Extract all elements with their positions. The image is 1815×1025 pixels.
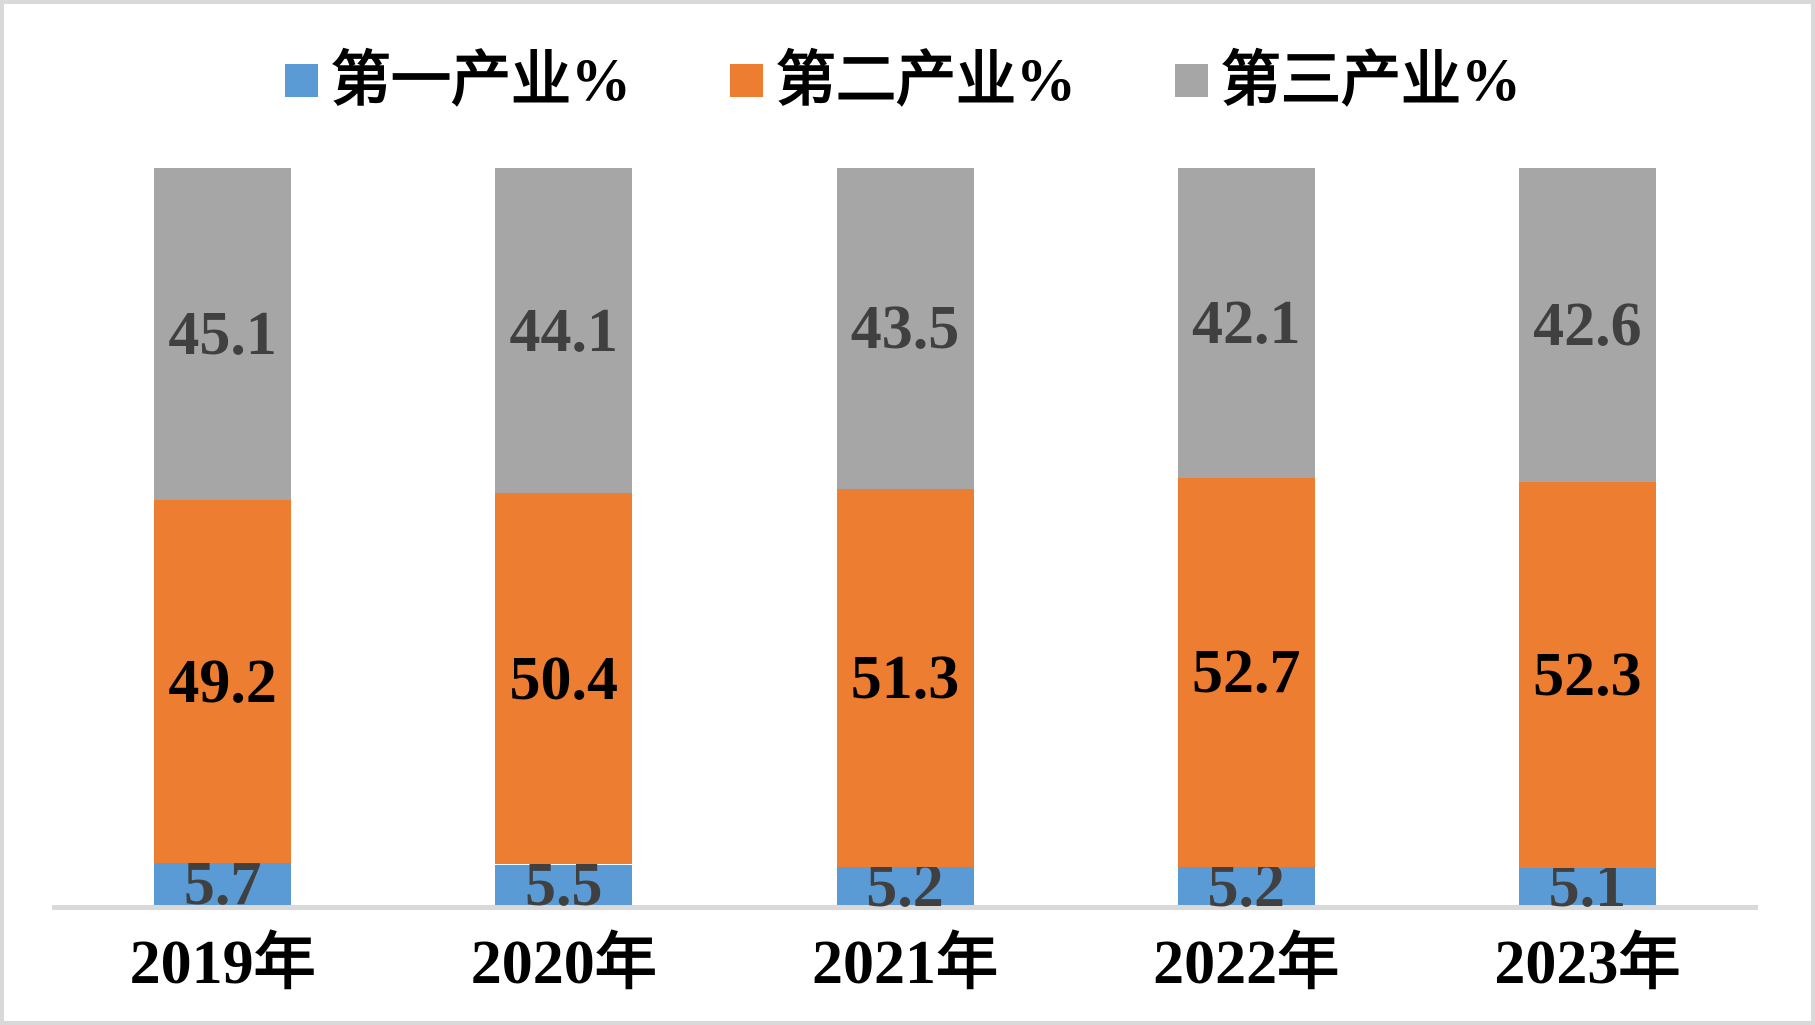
bar-value-label: 44.1 <box>509 296 619 365</box>
bar-segment: 5.2 <box>1177 855 1315 917</box>
legend-swatch-icon <box>730 63 763 97</box>
bar-value-label: 49.2 <box>168 647 277 716</box>
bar-value-label: 42.1 <box>1191 289 1301 358</box>
bar-value-label: 42.6 <box>1533 291 1642 359</box>
x-axis-label: 2020年 <box>470 929 657 997</box>
bar-segment: 43.5 <box>836 168 974 489</box>
bar-segment: 49.2 <box>154 500 292 863</box>
bar-segment: 52.3 <box>1518 482 1656 868</box>
bar-segment: 5.7 <box>154 853 292 915</box>
legend-item: 第一产业% <box>285 40 631 120</box>
bar-value-label: 51.3 <box>850 643 960 712</box>
legend-item: 第三产业% <box>1175 40 1521 120</box>
bar-segment: 50.4 <box>495 493 633 865</box>
legend-swatch-icon <box>1175 63 1208 97</box>
bar-value-label: 45.1 <box>168 300 277 369</box>
bar-segment: 44.1 <box>495 168 633 493</box>
bar-segment: 45.1 <box>154 168 292 501</box>
bar-segment: 5.2 <box>836 855 974 917</box>
x-axis-label: 2021年 <box>811 929 998 997</box>
legend-label: 第三产业% <box>1221 47 1521 113</box>
bar-value-label: 52.3 <box>1533 640 1642 709</box>
legend-swatch-icon <box>285 63 318 97</box>
bar-value-label: 5.7 <box>183 850 262 918</box>
legend-item: 第二产业% <box>730 40 1076 120</box>
x-axis-label: 2023年 <box>1494 929 1681 997</box>
bar-value-label: 43.5 <box>850 294 960 363</box>
x-axis-label: 2022年 <box>1153 929 1340 997</box>
bar-segment: 42.1 <box>1177 168 1315 479</box>
bar-value-label: 50.4 <box>509 644 619 713</box>
bar-segment: 5.1 <box>1518 855 1656 917</box>
legend-label: 第一产业% <box>331 47 631 113</box>
legend-label: 第二产业% <box>776 47 1076 113</box>
bar-segment: 5.5 <box>495 854 633 916</box>
bar-segment: 42.6 <box>1518 168 1656 482</box>
bar-value-label: 52.7 <box>1191 638 1301 707</box>
x-axis-label: 2019年 <box>129 929 316 997</box>
bar-segment: 52.7 <box>1177 478 1315 867</box>
x-axis-line <box>52 905 1758 910</box>
bar-segment: 51.3 <box>836 488 974 867</box>
